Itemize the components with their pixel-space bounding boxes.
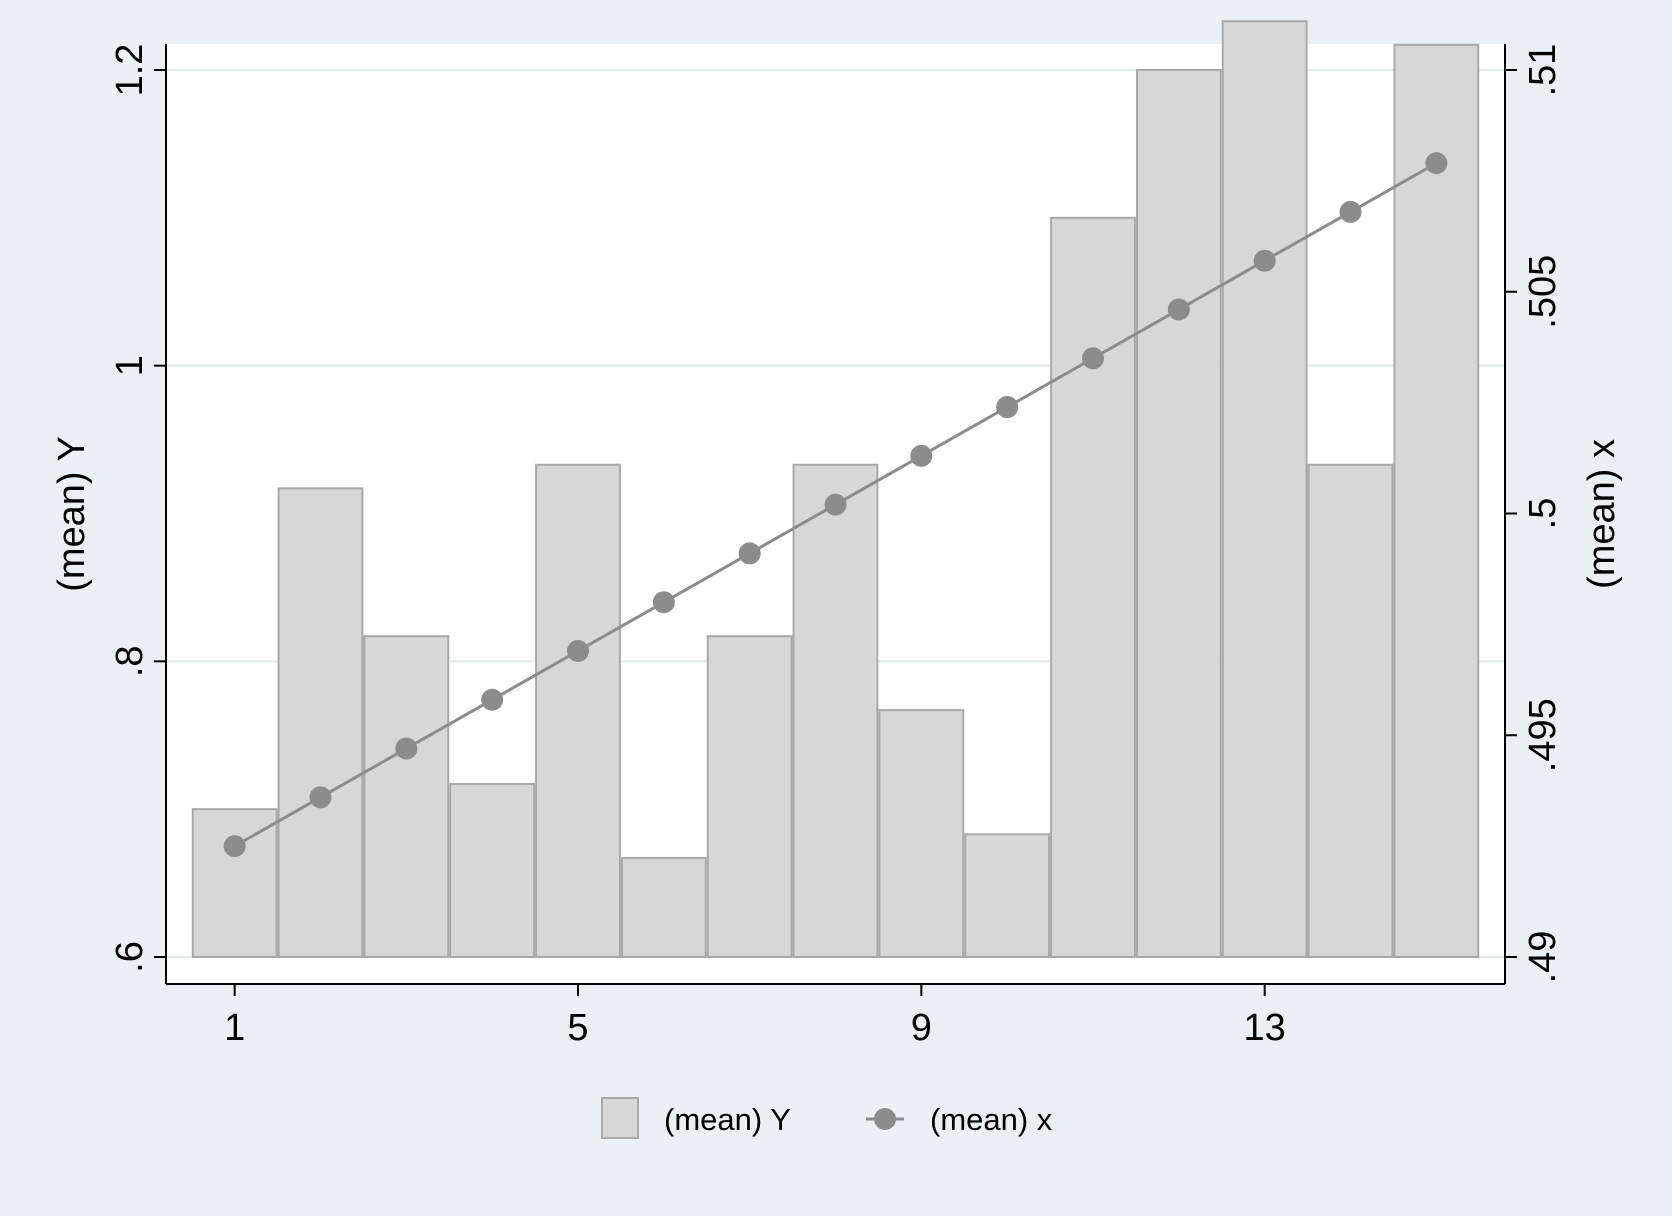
bar-series bbox=[191, 20, 1480, 959]
right-tick-label-4: .51 bbox=[1522, 44, 1564, 97]
bar-1 bbox=[191, 808, 278, 959]
marker-5 bbox=[567, 639, 589, 662]
bar-5 bbox=[535, 463, 621, 958]
marker-9 bbox=[910, 444, 933, 467]
marker-11 bbox=[1082, 347, 1104, 370]
bar-2 bbox=[277, 487, 364, 958]
legend-bar-swatch-icon bbox=[601, 1097, 639, 1139]
right-tick-label-0: .49 bbox=[1522, 931, 1564, 984]
marker-8 bbox=[824, 493, 847, 516]
bar-10 bbox=[964, 833, 1051, 959]
bar-8 bbox=[792, 463, 879, 958]
x-tick-label-0: 1 bbox=[224, 1007, 245, 1049]
bar-14 bbox=[1307, 463, 1394, 958]
bar-6 bbox=[620, 856, 707, 958]
marker-15 bbox=[1425, 152, 1448, 175]
bar-12 bbox=[1135, 69, 1222, 958]
marker-7 bbox=[738, 542, 761, 565]
legend: (mean) Y (mean) x bbox=[601, 1097, 1053, 1139]
left-tick-label-2: 1 bbox=[109, 355, 151, 376]
right-tick-label-3: .505 bbox=[1522, 255, 1564, 329]
line-series bbox=[223, 152, 1448, 858]
right-tick-label-2: .5 bbox=[1522, 498, 1564, 530]
legend-bar-label: (mean) Y bbox=[664, 1102, 791, 1137]
left-tick-label-1: .8 bbox=[109, 645, 151, 677]
marker-2 bbox=[309, 786, 332, 809]
marker-14 bbox=[1339, 200, 1362, 223]
x-tick-label-1: 5 bbox=[567, 1007, 588, 1049]
axes: .6 .8 1 1.2 .49 .495 .5 .505 .51 1 5 9 13 bbox=[109, 44, 1564, 1049]
marker-1 bbox=[223, 835, 246, 858]
marker-6 bbox=[652, 591, 675, 614]
bar-7 bbox=[706, 635, 793, 958]
bar-11 bbox=[1050, 216, 1136, 959]
marker-10 bbox=[996, 396, 1019, 419]
bar-15 bbox=[1393, 43, 1480, 958]
left-tick-label-3: 1.2 bbox=[109, 44, 151, 97]
bar-9 bbox=[878, 709, 965, 959]
legend-line-label: (mean) x bbox=[930, 1102, 1053, 1137]
bar-13 bbox=[1221, 20, 1308, 958]
x-tick-label-2: 9 bbox=[911, 1007, 932, 1049]
marker-3 bbox=[395, 737, 418, 760]
left-axis-title: (mean) Y bbox=[51, 436, 93, 592]
legend-dot-icon bbox=[874, 1108, 896, 1130]
right-tick-label-1: .495 bbox=[1522, 698, 1564, 772]
marker-4 bbox=[481, 688, 504, 711]
right-axis-title: (mean) x bbox=[1581, 439, 1623, 589]
x-tick-label-3: 13 bbox=[1244, 1007, 1286, 1049]
marker-13 bbox=[1253, 249, 1276, 272]
bar-3 bbox=[363, 635, 450, 958]
marker-12 bbox=[1167, 298, 1190, 321]
left-tick-label-0: .6 bbox=[109, 941, 151, 973]
bar-4 bbox=[449, 783, 536, 958]
